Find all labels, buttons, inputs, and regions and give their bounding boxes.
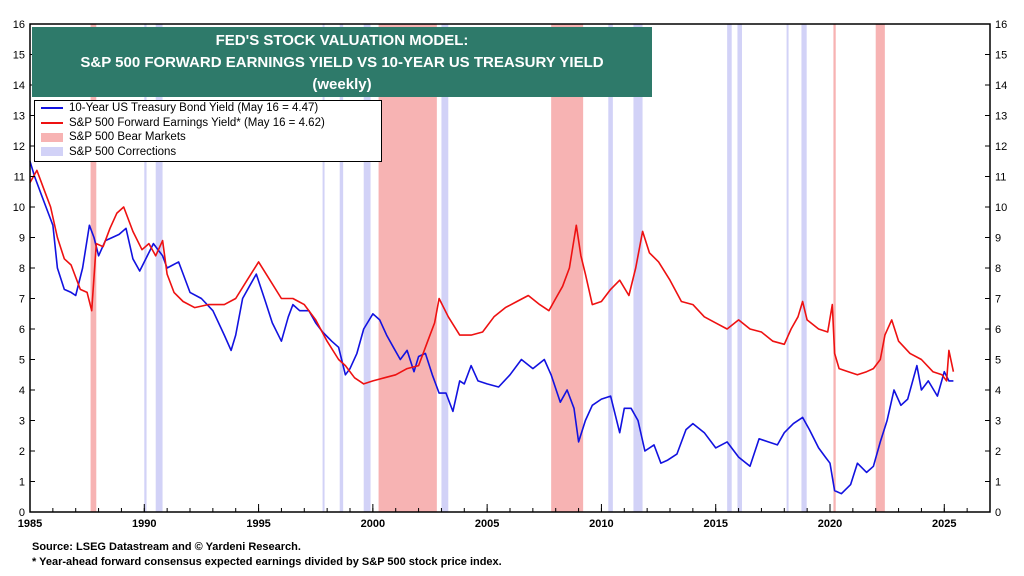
legend-item-corrections: S&P 500 Corrections	[35, 145, 381, 160]
y-tick-label-right: 1	[995, 477, 1001, 489]
y-tick-label-right: 15	[995, 50, 1007, 62]
y-tick-label-right: 5	[995, 355, 1001, 367]
x-tick-label: 2005	[475, 518, 499, 530]
correction-band	[801, 24, 807, 512]
correction-band	[363, 24, 371, 512]
legend: 10-Year US Treasury Bond Yield (May 16 =…	[34, 100, 382, 162]
legend-item-bear: S&P 500 Bear Markets	[35, 130, 381, 145]
y-tick-label-right: 4	[995, 385, 1001, 397]
x-tick-label: 2020	[818, 518, 842, 530]
correction-band	[608, 24, 613, 512]
chart-notes: Source: LSEG Datastream and © Yardeni Re…	[32, 540, 502, 570]
y-tick-label: 11	[14, 172, 25, 184]
y-tick-label: 8	[19, 263, 25, 275]
bear-market-band	[378, 24, 437, 512]
legend-label-corrections: S&P 500 Corrections	[69, 145, 177, 158]
y-tick-label: 10	[13, 202, 25, 214]
x-tick-label: 2000	[361, 518, 385, 530]
chart-title: FED'S STOCK VALUATION MODEL: S&P 500 FOR…	[32, 27, 652, 97]
y-tick-label-right: 6	[995, 324, 1001, 336]
y-tick-label-right: 10	[995, 202, 1007, 214]
x-tick-label: 1985	[18, 518, 42, 530]
y-tick-label: 5	[19, 355, 25, 367]
y-tick-label: 15	[13, 50, 25, 62]
corrections-swatch	[41, 147, 63, 157]
legend-item-treasury: 10-Year US Treasury Bond Yield (May 16 =…	[35, 101, 381, 116]
y-tick-label-right: 13	[995, 111, 1007, 123]
x-tick-label: 1995	[246, 518, 270, 530]
earnings-swatch	[41, 121, 63, 124]
y-tick-label-right: 0	[995, 507, 1001, 519]
y-tick-label: 1	[19, 477, 25, 489]
source-note: Source: LSEG Datastream and © Yardeni Re…	[32, 541, 301, 553]
x-axis: 1985 1990 1995 2000 2005 2010 2015 2020 2025	[18, 504, 991, 530]
y-tick-label: 7	[19, 294, 25, 306]
x-tick-label: 2025	[932, 518, 956, 530]
x-tick-label: 1990	[132, 518, 156, 530]
y-tick-label: 0	[19, 507, 25, 519]
bear-market-band	[875, 24, 885, 512]
legend-label-bear: S&P 500 Bear Markets	[69, 131, 186, 144]
y-tick-label-right: 16	[995, 19, 1007, 31]
y-tick-label-right: 11	[995, 172, 1006, 184]
correction-band	[633, 24, 643, 512]
bear-market-band	[833, 24, 836, 512]
title-line-2: S&P 500 FORWARD EARNINGS YIELD VS 10-YEA…	[80, 54, 604, 71]
earnings-yield-line	[29, 169, 955, 385]
correction-band	[727, 24, 732, 512]
y-tick-label: 12	[13, 141, 25, 153]
y-tick-label-right: 12	[995, 141, 1007, 153]
plot-frame	[29, 23, 991, 513]
y-tick-label-right: 2	[995, 446, 1001, 458]
y-tick-label-right: 14	[995, 80, 1007, 92]
legend-item-earnings: S&P 500 Forward Earnings Yield* (May 16 …	[35, 116, 381, 131]
correction-band	[322, 24, 325, 512]
title-line-1: FED'S STOCK VALUATION MODEL:	[215, 32, 469, 49]
series-lines	[29, 161, 955, 495]
title-line-3: (weekly)	[312, 76, 372, 93]
correction-band	[786, 24, 789, 512]
y-tick-label-right: 3	[995, 416, 1001, 428]
correction-band	[144, 24, 147, 512]
y-tick-label-right: 8	[995, 263, 1001, 275]
correction-band	[339, 24, 344, 512]
y-tick-label: 2	[19, 446, 25, 458]
y-tick-label: 13	[13, 111, 25, 123]
y-tick-label: 16	[13, 19, 25, 31]
y-tick-label-right: 7	[995, 294, 1001, 306]
y-tick-label: 4	[19, 385, 25, 397]
treasury-swatch	[41, 107, 63, 110]
x-tick-label: 2015	[703, 518, 727, 530]
legend-label-treasury: 10-Year US Treasury Bond Yield (May 16 =…	[69, 102, 319, 115]
y-tick-label: 3	[19, 416, 25, 428]
y-tick-label: 6	[19, 324, 25, 336]
correction-band	[441, 24, 449, 512]
legend-label-earnings: S&P 500 Forward Earnings Yield* (May 16 …	[69, 116, 325, 129]
treasury-yield-line	[29, 161, 954, 495]
shaded-bands	[90, 24, 885, 512]
x-tick-label: 2010	[589, 518, 613, 530]
y-tick-label: 14	[13, 80, 25, 92]
y-tick-label: 9	[19, 233, 25, 245]
correction-band	[155, 24, 163, 512]
y-tick-label-right: 9	[995, 233, 1001, 245]
correction-band	[737, 24, 742, 512]
bear-market-band	[90, 24, 97, 512]
bear-swatch	[41, 132, 63, 142]
footnote: * Year-ahead forward consensus expected …	[32, 556, 502, 568]
